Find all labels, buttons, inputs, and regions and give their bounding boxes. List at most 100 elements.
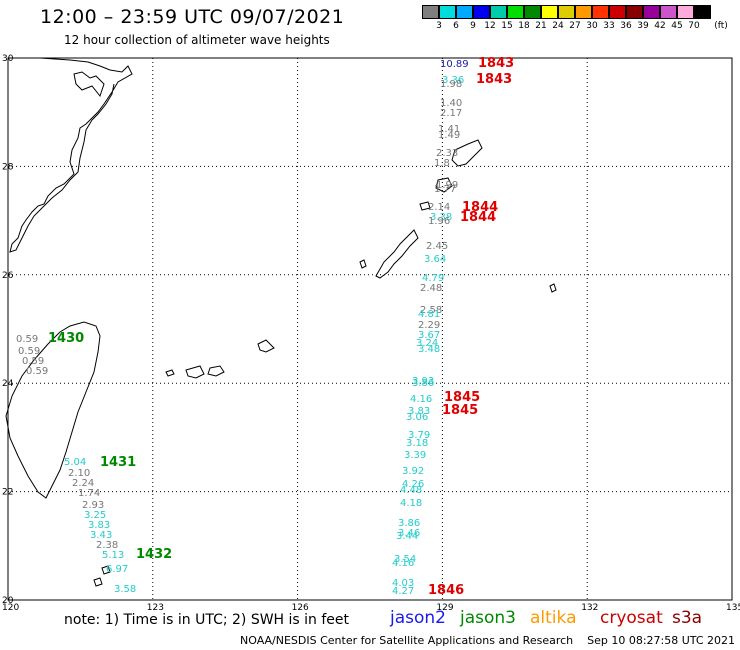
legend-labels: 3 6 9 12 15 18 21 24 27 30 33 36 39 42 45 70 (ft) [422,19,740,31]
wave-height-label: 3.79 [408,430,430,441]
wave-height-label: 3.54 [394,554,416,565]
wave-height-label: 3.25 [84,510,106,521]
map-note: note: 1) Time is in UTC; 2) SWH is in fe… [64,612,350,628]
legend-label: 45 [671,21,683,31]
wave-height-label: 3.83 [408,406,430,417]
wave-height-label: 3.92 [402,466,424,477]
wave-height-label: 2.48 [420,283,442,294]
latitude-label: 24 [2,379,14,389]
wave-height-label: 0.59 [18,346,40,357]
wave-height-label: 0.59 [22,356,44,367]
legend-swatch [609,5,626,19]
wave-height-label: 5.13 [102,550,124,561]
latitude-label: 30 [2,54,14,64]
legend-label: 3 [436,21,442,31]
wave-height-label: 3.83 [88,520,110,531]
wave-height-label: 3.39 [404,450,426,461]
wave-height-label: 1.40 [440,98,462,109]
longitude-label: 120 [2,603,19,613]
pass-time-label: 1843 [478,56,514,71]
wave-height-label: 3.48 [418,344,440,355]
wave-height-label: 0.59 [16,334,38,345]
legend-swatch [558,5,575,19]
legend-swatches [422,5,740,19]
legend-label: 27 [569,21,581,31]
legend-label: 39 [637,21,649,31]
wave-height-label: 1.49 [438,130,460,141]
coast-yonaguni [165,369,175,377]
pass-time-label: 1846 [428,583,464,598]
wave-height-label: 2.14 [428,202,450,213]
satellite-altika: altika [530,608,577,628]
wave-height-label: 4.27 [392,586,414,597]
legend-swatch [473,5,490,19]
pass-time-label: 1844 [460,210,496,225]
wave-height-label: 3.86 [412,378,434,389]
wave-height-label: 2.45 [426,241,448,252]
wave-height-label: 3.64 [424,254,446,265]
longitude-label: 126 [292,603,309,613]
coast-taiwan [5,321,101,499]
coast-miyako [257,339,275,353]
longitude-label: 129 [436,603,453,613]
wave-height-label: 3.36 [442,75,464,86]
coast-okinawa [375,229,419,279]
coast-amami [451,139,483,167]
coast-kyushu-west [73,71,105,98]
legend-swatch [575,5,592,19]
pass-time-label: 1432 [136,547,172,562]
pass-time-label: 1844 [462,200,498,215]
latitude-label: 26 [2,271,14,281]
coast-tokuno [435,177,453,193]
wave-height-label: 4.16 [392,558,414,569]
wave-height-label: 2.10 [68,468,90,479]
legend-label: 9 [470,21,476,31]
coast-kyushu [9,57,133,253]
wave-height-label: 4.26 [402,479,424,490]
coast-iriomote [185,365,205,379]
longitude-label: 135 [726,603,740,613]
observations: 10.89 1843 3.361.98 1843 1.402.17 1.411.49 2.3… [16,56,514,598]
legend-swatch [677,5,694,19]
legend-label: 21 [535,21,547,31]
legend-swatch [694,5,711,19]
coast-ishigaki [207,365,225,377]
pass-time-label: 1845 [442,403,478,418]
legend-swatch [439,5,456,19]
coastlines [5,57,557,587]
wave-height-label: 4.18 [400,498,422,509]
satellite-cryosat: cryosat [600,608,663,628]
wave-height-label: 1.99 [436,180,458,191]
map-frame [7,57,733,601]
wave-height-label: 3.06 [406,412,428,423]
wave-height-label: 3.46 [398,528,420,539]
wave-height-label: 3.44 [396,531,418,542]
pass-time-label: 1843 [476,72,512,87]
satellite-s3a: s3a [672,608,703,628]
legend-swatch [507,5,524,19]
wave-height-label: 2.29 [418,320,440,331]
legend-swatch [456,5,473,19]
legend-label: 30 [586,21,598,31]
legend-label: 6 [453,21,459,31]
wave-height-label: 3.67 [418,330,440,341]
legend-swatch [643,5,660,19]
legend-swatch [592,5,609,19]
longitude-label: 132 [581,603,598,613]
wave-height-label: 3.43 [90,530,112,541]
legend-swatch [422,5,439,19]
legend-label: 33 [603,21,615,31]
pass-time-label: 1430 [48,331,84,346]
pass-time-label: 1431 [100,455,136,470]
wave-height-label: 1.74 [78,488,100,499]
legend-label: (ft) [714,21,728,31]
wave-height-label: 2.58 [420,305,442,316]
wave-height-label: 3.93 [412,376,434,387]
wave-height-label: 4.16 [410,394,432,405]
wave-height-label: 5.04 [64,457,86,468]
latitude-label: 22 [2,488,13,498]
wave-height-label: 4.03 [392,578,414,589]
wave-height-label: 0.59 [26,366,48,377]
